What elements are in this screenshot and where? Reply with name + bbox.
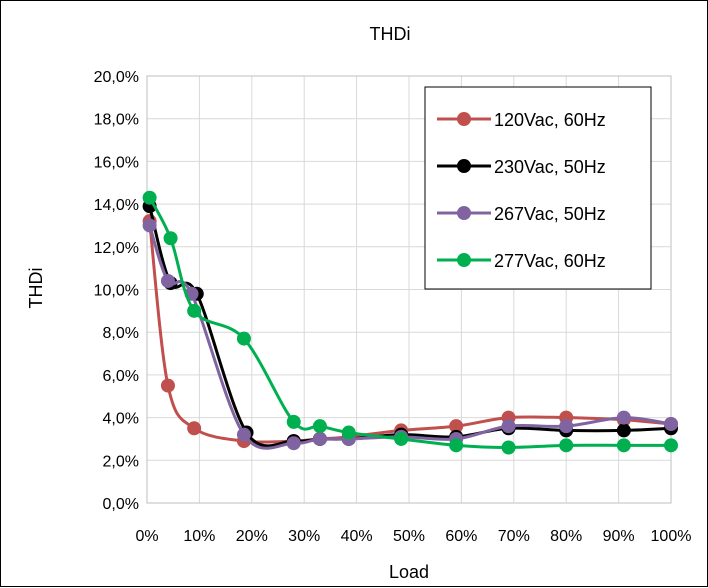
x-tick-label: 70% [498,528,530,545]
data-point [160,273,175,288]
data-point [664,417,678,432]
legend-label: 267Vac, 50Hz [494,204,606,224]
y-tick-label: 20,0% [94,69,139,86]
y-tick-label: 10,0% [94,283,139,300]
x-tick-label: 60% [445,528,477,545]
legend: 120Vac, 60Hz 230Vac, 50Hz 267Vac, 50Hz 277V… [424,86,652,290]
y-axis-label: THDi [26,268,46,309]
data-point [286,436,301,451]
x-tick-label: 10% [183,528,215,545]
legend-swatch-marker [457,206,471,220]
data-point [142,190,157,205]
y-tick-label: 16,0% [94,154,139,171]
data-point [616,423,631,438]
data-point [142,218,157,233]
data-point [187,303,202,318]
data-point [341,425,356,440]
data-point [312,431,327,446]
data-point [664,438,678,453]
data-point [449,419,464,434]
legend-entry: 267Vac, 50Hz [437,204,606,224]
data-point [559,419,574,434]
x-tick-label: 40% [341,528,373,545]
legend-label: 230Vac, 50Hz [494,157,606,177]
y-axis-ticks: 0,0% 2,0% 4,0% 6,0% 8,0% 10,0% 12,0% 14,0% 16,0%… [94,69,139,513]
legend-swatch-marker [457,159,471,173]
legend-label: 277Vac, 60Hz [494,251,606,271]
x-tick-label: 0% [135,528,158,545]
x-tick-label: 90% [603,528,635,545]
x-tick-label: 20% [236,528,268,545]
series-4 [142,190,678,455]
data-point [559,438,574,453]
plot-area [146,75,672,504]
legend-entry: 230Vac, 50Hz [437,157,606,177]
x-tick-label: 50% [393,528,425,545]
data-point [449,438,464,453]
data-point [236,331,251,346]
data-point [394,431,409,446]
legend-label: 120Vac, 60Hz [494,110,606,130]
y-tick-label: 0,0% [103,496,139,513]
data-point [163,231,178,246]
x-axis-ticks: 0% 10% 20% 30% 40% 50% 60% 70% 80% 90% 100% [135,528,691,545]
y-tick-label: 4,0% [103,411,139,428]
legend-entry: 277Vac, 60Hz [437,251,606,271]
data-point [236,427,251,442]
data-point [501,419,516,434]
y-tick-label: 12,0% [94,240,139,257]
x-tick-label: 30% [288,528,320,545]
data-point [312,419,327,434]
data-point [187,421,202,436]
data-point [616,438,631,453]
legend-swatch-marker [457,253,471,267]
x-tick-label: 80% [550,528,582,545]
x-axis-label: Load [389,562,429,582]
y-tick-label: 6,0% [103,368,139,385]
y-tick-label: 14,0% [94,197,139,214]
y-tick-label: 2,0% [103,453,139,470]
x-tick-label: 100% [651,528,692,545]
y-tick-label: 18,0% [94,112,139,129]
series-layer [142,190,678,455]
chart-title: THDi [370,24,411,44]
legend-entry: 120Vac, 60Hz [437,110,606,130]
y-tick-label: 8,0% [103,325,139,342]
data-point [616,410,631,425]
legend-swatch-marker [457,112,471,126]
data-point [160,378,175,393]
data-point [286,414,301,429]
data-point [501,440,516,455]
